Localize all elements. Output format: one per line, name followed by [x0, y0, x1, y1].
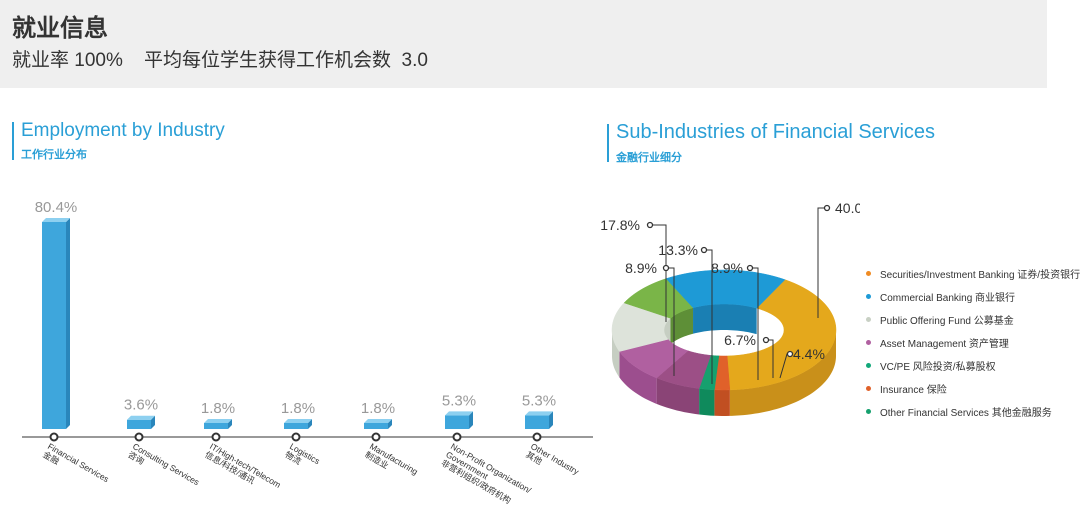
legend-item: Other Financial Services 其他金融服务: [866, 400, 1080, 423]
info-banner: 就业信息 就业率 100% 平均每位学生获得工作机会数 3.0: [0, 0, 1047, 88]
bar: [525, 415, 549, 429]
legend-item: Asset Management 资产管理: [866, 331, 1080, 354]
donut-outer-wall: [612, 330, 620, 378]
legend-label: Asset Management 资产管理: [880, 339, 1009, 350]
leader-dot: [762, 336, 770, 344]
donut-inner-wall: [670, 307, 694, 345]
slice-value-label: 40.0%: [835, 200, 860, 216]
axis-tick-dot: [134, 432, 144, 442]
bar-value-label: 1.8%: [201, 400, 235, 417]
left-chart-subtitle: 工作行业分布: [21, 149, 87, 161]
banner-title: 就业信息: [12, 15, 108, 42]
axis-tick-dot: [211, 432, 221, 442]
slice-value-label: 6.7%: [724, 332, 756, 348]
bar-top: [127, 415, 155, 420]
left-section-bar: [12, 122, 14, 160]
donut-top: [611, 269, 837, 391]
legend-label: Other Financial Services 其他金融服务: [880, 408, 1052, 419]
legend-label: Commercial Banking 商业银行: [880, 293, 1016, 304]
right-chart-title: Sub-Industries of Financial Services: [616, 121, 936, 143]
bar: [42, 222, 66, 429]
legend-item: Securities/Investment Banking 证券/投资银行: [866, 262, 1080, 285]
bar-top: [204, 419, 232, 423]
bar-side: [549, 411, 553, 429]
employment-bar-chart: 80.4%Financial Services金融3.6%Consulting …: [22, 199, 593, 505]
donut-outer-wall: [699, 388, 715, 416]
bar: [284, 423, 308, 429]
slice-value-label: 4.4%: [793, 346, 825, 362]
slice-value-label: 17.8%: [600, 217, 640, 233]
bar-value-label: 1.8%: [361, 400, 395, 417]
leader-dot: [786, 350, 794, 358]
axis-tick-dot: [452, 432, 462, 442]
right-section-bar: [607, 124, 609, 162]
donut-outer-wall: [729, 330, 836, 416]
bar: [445, 415, 469, 429]
legend-dot: [866, 317, 871, 322]
axis-tick-dot: [291, 432, 301, 442]
bar-value-label: 3.6%: [124, 397, 158, 414]
bar-side: [388, 419, 392, 429]
legend-item: Public Offering Fund 公募基金: [866, 308, 1080, 331]
left-chart-title: Employment by Industry: [21, 120, 225, 141]
bar-side: [308, 419, 312, 429]
bar-top: [42, 218, 70, 222]
axis-tick-dot: [49, 432, 59, 442]
banner-stats: 就业率 100% 平均每位学生获得工作机会数 3.0: [12, 50, 428, 71]
donut-sides: [612, 304, 836, 416]
legend-item: Insurance 保险: [866, 377, 1080, 400]
leader-dot: [646, 221, 654, 229]
right-chart-subtitle: 金融行业细分: [616, 152, 682, 164]
axis-tick-dot: [371, 432, 381, 442]
legend-label: Insurance 保险: [880, 385, 947, 396]
legend-dot: [866, 363, 871, 368]
bar-top: [445, 411, 473, 416]
bar-side: [228, 419, 232, 429]
donut-inner-wall: [693, 304, 757, 335]
legend-dot: [866, 409, 871, 414]
leader-dot: [746, 264, 754, 272]
bar: [364, 423, 388, 429]
donut-outer-wall: [714, 389, 730, 416]
donut-slice: [665, 269, 786, 309]
legend-dot: [866, 386, 871, 391]
bar-side: [151, 415, 155, 429]
axis-tick-dot: [532, 432, 542, 442]
legend-dot: [866, 271, 871, 276]
leader-line: [650, 224, 667, 322]
financial-donut-chart: 40.0%17.8%8.9%13.3%8.9%6.7%4.4%: [600, 200, 860, 416]
bar-value-label: 5.3%: [442, 392, 476, 409]
legend-item: VC/PE 风险投资/私募股权: [866, 354, 1080, 377]
bar-value-label: 1.8%: [281, 400, 315, 417]
bar-top: [364, 419, 392, 423]
bar-side: [66, 218, 70, 429]
bar: [127, 419, 151, 429]
slice-value-label: 13.3%: [658, 242, 698, 258]
bar-top: [525, 411, 553, 416]
bar-top: [284, 419, 312, 423]
legend-item: Commercial Banking 商业银行: [866, 285, 1080, 308]
leader-dot: [662, 264, 670, 272]
bar-value-label: 5.3%: [522, 392, 556, 409]
bar-value-label: 80.4%: [35, 199, 78, 216]
bar-side: [469, 411, 473, 429]
donut-outer-wall: [619, 351, 657, 404]
slice-value-label: 8.9%: [625, 260, 657, 276]
leader-dot: [700, 246, 708, 254]
legend-label: VC/PE 风险投资/私募股权: [880, 362, 996, 373]
donut-legend: Securities/Investment Banking 证券/投资银行 Com…: [866, 262, 1080, 423]
legend-label: Securities/Investment Banking 证券/投资银行: [880, 270, 1080, 281]
legend-dot: [866, 340, 871, 345]
legend-label: Public Offering Fund 公募基金: [880, 316, 1014, 327]
leader-dot: [823, 204, 831, 212]
slice-value-label: 8.9%: [711, 260, 743, 276]
bar: [204, 423, 228, 429]
legend-dot: [866, 294, 871, 299]
